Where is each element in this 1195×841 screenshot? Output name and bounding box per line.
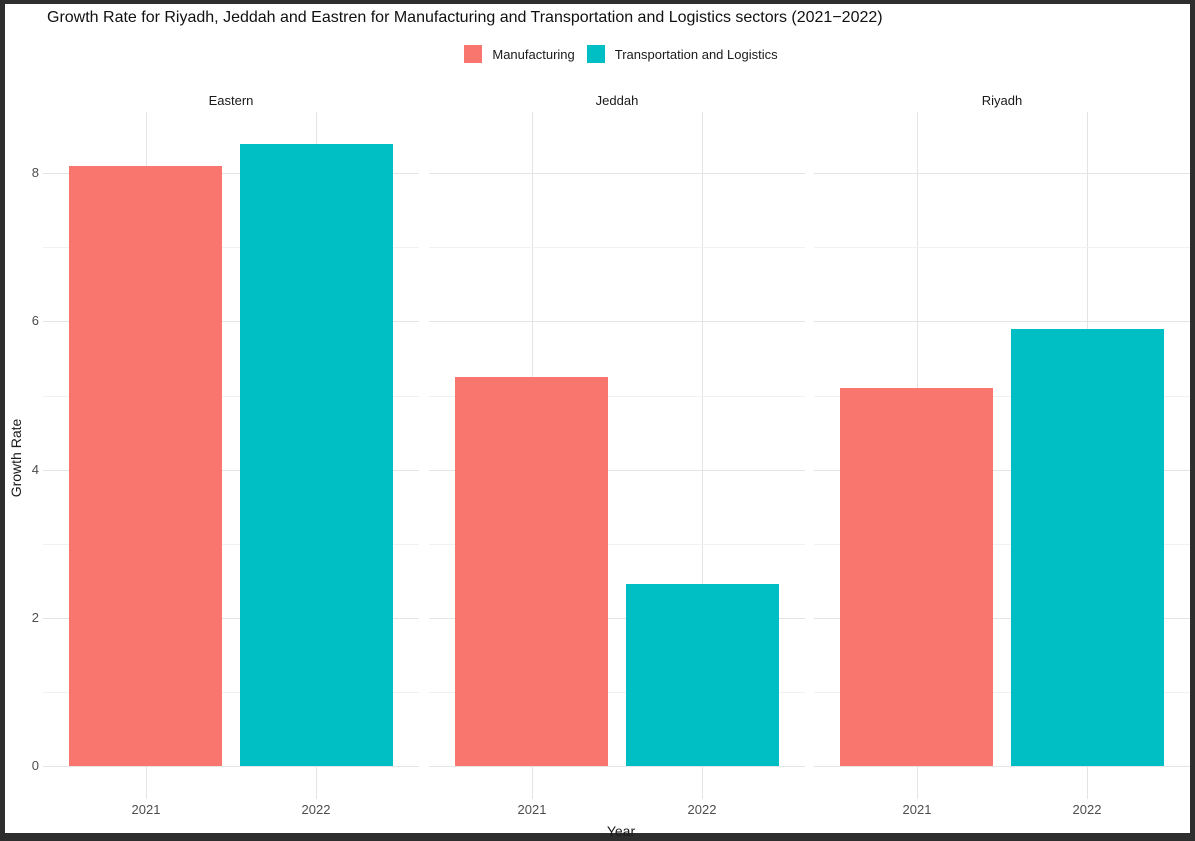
y-tick-label: 4 — [31, 461, 39, 477]
facet-strip-label: Jeddah — [595, 93, 639, 108]
gridline-vertical — [702, 112, 703, 799]
x-tick-label: 2022 — [687, 802, 717, 817]
gridline-major — [43, 766, 419, 767]
legend: Manufacturing Transportation and Logisti… — [48, 44, 1194, 64]
chart-window: Growth Rate for Riyadh, Jeddah and Eastr… — [5, 4, 1190, 839]
y-tick-label: 0 — [31, 758, 39, 773]
gridline-minor — [429, 396, 805, 397]
gridline-major — [814, 173, 1190, 174]
y-tick-label: 6 — [31, 313, 39, 329]
gridline-major — [429, 173, 805, 174]
gridline-minor — [43, 544, 419, 545]
bar-transportation-and-logistics-2022 — [626, 584, 779, 766]
facet-strip-label: Riyadh — [981, 93, 1023, 108]
gridline-major — [429, 766, 805, 767]
x-tick-label: 2022 — [301, 802, 331, 817]
gridline-major — [43, 321, 419, 322]
gridline-minor — [814, 544, 1190, 545]
gridline-minor — [814, 247, 1190, 248]
legend-swatch-transportation — [586, 45, 605, 63]
legend-item-manufacturing: Manufacturing — [464, 45, 575, 63]
legend-swatch-manufacturing — [464, 45, 483, 63]
legend-label-manufacturing: Manufacturing — [492, 46, 575, 62]
bar-transportation-and-logistics-2022 — [240, 144, 393, 766]
gridline-minor — [814, 692, 1190, 693]
gridline-major — [814, 321, 1190, 322]
legend-label-transportation: Transportation and Logistics — [614, 46, 778, 62]
facet-panel — [429, 112, 805, 799]
gridline-minor — [814, 396, 1190, 397]
gridline-minor — [43, 247, 419, 248]
y-axis-title: Growth Rate — [8, 418, 24, 498]
bar-manufacturing-2021 — [455, 377, 608, 766]
gridline-major — [43, 173, 419, 174]
gridline-minor — [429, 544, 805, 545]
legend-item-transportation: Transportation and Logistics — [586, 45, 778, 63]
x-tick-label: 2021 — [902, 802, 932, 817]
bar-manufacturing-2021 — [840, 388, 993, 766]
y-tick-label: 8 — [31, 165, 39, 181]
facet-panel — [814, 112, 1190, 799]
bar-transportation-and-logistics-2022 — [1011, 329, 1164, 766]
gridline-major — [43, 618, 419, 619]
gridline-minor — [43, 692, 419, 693]
x-axis-title: Year — [606, 823, 636, 839]
x-tick-label: 2022 — [1072, 802, 1102, 817]
chart-title: Growth Rate for Riyadh, Jeddah and Eastr… — [47, 9, 883, 26]
gridline-major — [814, 766, 1190, 767]
facet-panel — [43, 112, 419, 799]
gridline-minor — [429, 247, 805, 248]
gridline-minor — [43, 396, 419, 397]
gridline-major — [814, 618, 1190, 619]
x-tick-label: 2021 — [517, 802, 547, 817]
y-tick-label: 2 — [31, 609, 39, 625]
gridline-major — [43, 470, 419, 471]
facet-strip-label: Eastern — [208, 93, 254, 108]
gridline-major — [814, 470, 1190, 471]
x-tick-label: 2021 — [131, 802, 161, 817]
bar-manufacturing-2021 — [69, 166, 222, 766]
gridline-major — [429, 321, 805, 322]
gridline-minor — [429, 692, 805, 693]
gridline-major — [429, 470, 805, 471]
gridline-major — [429, 618, 805, 619]
